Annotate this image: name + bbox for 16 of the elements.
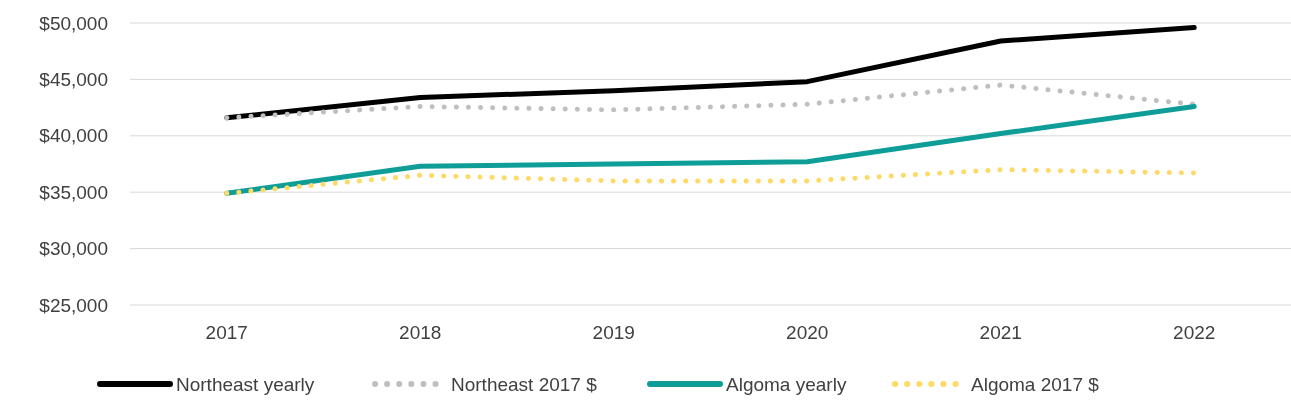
y-tick-label: $40,000	[39, 125, 108, 147]
x-tick-label: 2017	[205, 322, 248, 343]
legend-label: Northeast 2017 $	[451, 373, 598, 395]
legend-label: Algoma yearly	[726, 373, 847, 395]
y-tick-label: $50,000	[39, 12, 108, 34]
y-tick-label: $45,000	[39, 69, 108, 91]
x-tick-label: 2021	[979, 322, 1022, 343]
x-tick-label: 2022	[1173, 322, 1216, 343]
legend-label: Northeast yearly	[176, 373, 315, 395]
y-tick-label: $30,000	[39, 238, 108, 260]
y-tick-label: $25,000	[39, 294, 108, 316]
x-tick-label: 2018	[399, 322, 442, 343]
x-tick-label: 2019	[592, 322, 635, 343]
y-tick-label: $35,000	[39, 181, 108, 203]
x-tick-label: 2020	[786, 322, 829, 343]
legend-label: Algoma 2017 $	[971, 373, 1100, 395]
